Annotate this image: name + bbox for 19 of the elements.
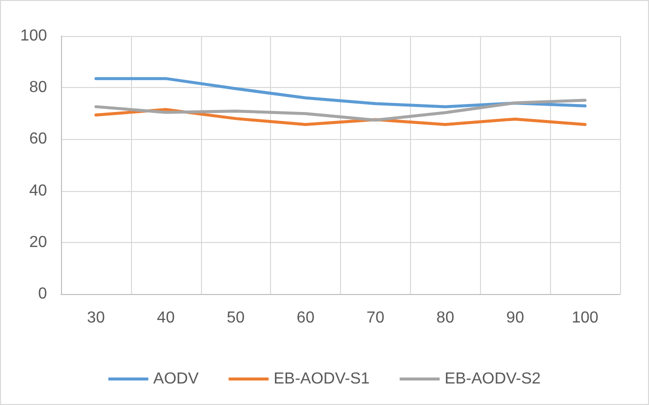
line-series [94, 98, 587, 122]
line-series [94, 77, 587, 108]
y-tick-label: 60 [29, 130, 48, 148]
x-tick-label: 100 [572, 310, 599, 326]
y-tick-label: 100 [20, 28, 48, 44]
y-tick-label: 20 [29, 234, 48, 251]
x-tick-label: 30 [87, 310, 105, 326]
x-tick-label: 70 [366, 310, 384, 326]
x-tick-label: 90 [506, 310, 524, 326]
legend-label: EB-AODV-S1 [274, 370, 370, 388]
y-tick-label: 40 [29, 182, 48, 200]
y-tick-label: 80 [29, 79, 48, 96]
legend-label: AODV [153, 370, 199, 388]
x-tick-label: 40 [156, 310, 175, 326]
legend-label: EB-AODV-S2 [444, 370, 541, 388]
x-tick-label: 80 [436, 310, 454, 326]
x-tick-label: 60 [296, 310, 315, 326]
x-tick-label: 50 [226, 310, 245, 326]
y-tick-label: 0 [38, 286, 48, 302]
